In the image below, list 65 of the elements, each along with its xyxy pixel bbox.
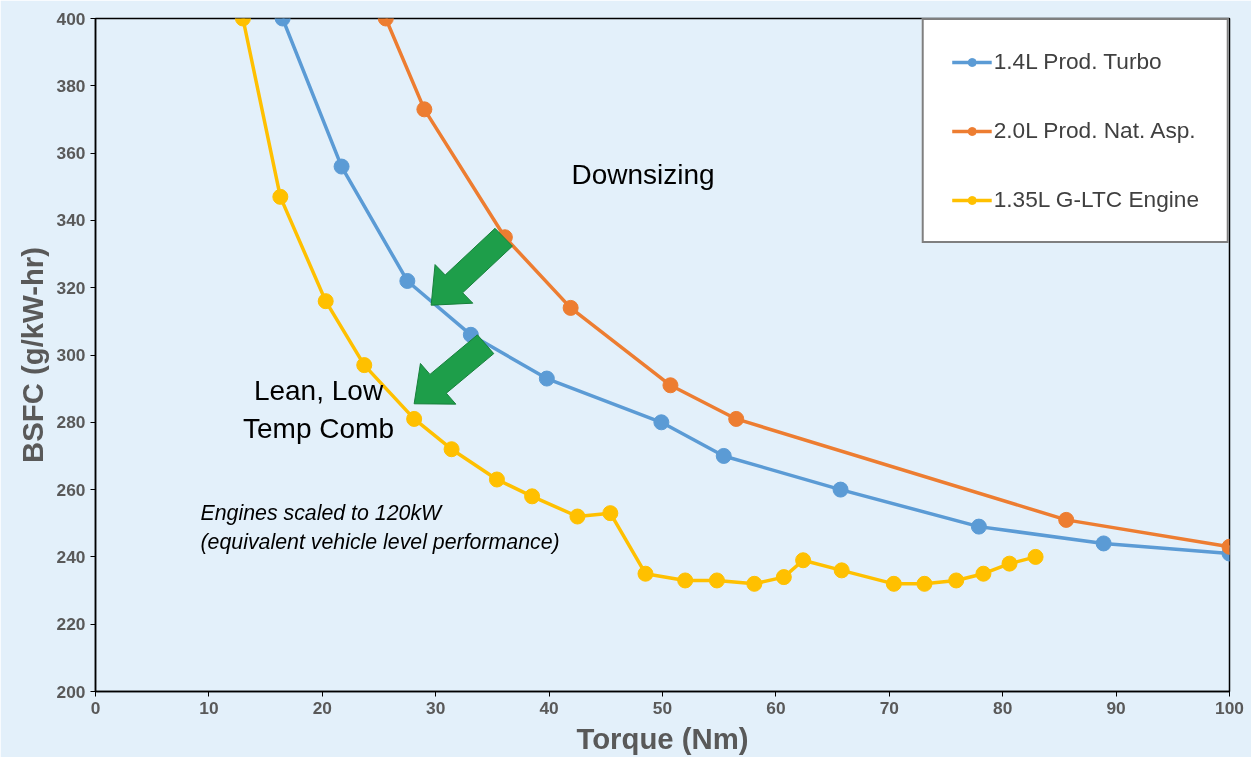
x-tick-label: 100 [1215, 697, 1244, 718]
point [715, 447, 732, 464]
y-axis-title: BSFC (g/kW-hr) [15, 246, 49, 464]
point [1027, 548, 1044, 565]
annotation: Lean, Low Temp Comb [243, 375, 394, 444]
legend-label: 2.0L Prod. Nat. Asp. [993, 117, 1196, 144]
x-tick-label: 30 [426, 697, 446, 718]
point [970, 518, 987, 535]
point [637, 565, 654, 582]
legend-label: 1.4L Prod. Turbo [993, 48, 1162, 75]
x-tick-label: 40 [539, 697, 559, 718]
point [399, 272, 416, 289]
point [272, 188, 289, 205]
point [406, 410, 423, 427]
y-tick-label: 260 [56, 479, 86, 500]
y-tick-label: 280 [56, 412, 86, 433]
point [569, 508, 586, 525]
point [333, 158, 350, 175]
y-tick-label: 380 [56, 75, 86, 96]
point [795, 552, 812, 569]
y-tick-label: 220 [56, 614, 86, 635]
point [1001, 555, 1018, 572]
point [746, 575, 763, 592]
point [356, 357, 373, 374]
y-tick-label: 360 [56, 143, 86, 164]
point [708, 572, 725, 589]
x-tick-label: 90 [1106, 697, 1126, 718]
point [524, 488, 541, 505]
x-axis-title: Torque (Nm) [576, 721, 749, 755]
x-tick-label: 10 [199, 697, 219, 718]
y-tick-label: 300 [56, 345, 86, 365]
annotation: Downsizing [571, 159, 715, 190]
point [885, 575, 902, 592]
point [1095, 535, 1112, 552]
point [562, 299, 579, 316]
point [833, 562, 850, 579]
x-tick-label: 0 [90, 697, 101, 718]
point [948, 572, 965, 589]
y-tick-label: 400 [56, 8, 86, 29]
point [488, 471, 505, 488]
annotation: Engines scaled to 120kW (equivalent vehicle level performance) [200, 501, 560, 554]
legend-label: 1.35L G-LTC Engine [993, 186, 1199, 213]
y-tick-label: 340 [56, 210, 86, 231]
point [832, 481, 849, 498]
x-tick-label: 20 [312, 697, 332, 718]
x-tick-label: 70 [879, 697, 899, 718]
x-tick-label: 50 [652, 697, 673, 718]
point [538, 370, 555, 387]
point [775, 569, 792, 586]
point [662, 377, 679, 394]
point [443, 441, 460, 458]
point [916, 575, 933, 592]
y-tick-label: 320 [56, 277, 86, 298]
point [728, 410, 745, 427]
x-tick-label: 60 [766, 697, 786, 718]
point [653, 414, 670, 431]
point [975, 565, 992, 582]
point [1058, 511, 1075, 528]
point [602, 505, 619, 522]
y-tick-label: 200 [56, 681, 86, 702]
point [317, 293, 334, 310]
point [416, 101, 433, 118]
point [677, 572, 694, 589]
y-tick-label: 240 [56, 546, 86, 567]
x-tick-label: 80 [993, 697, 1013, 718]
